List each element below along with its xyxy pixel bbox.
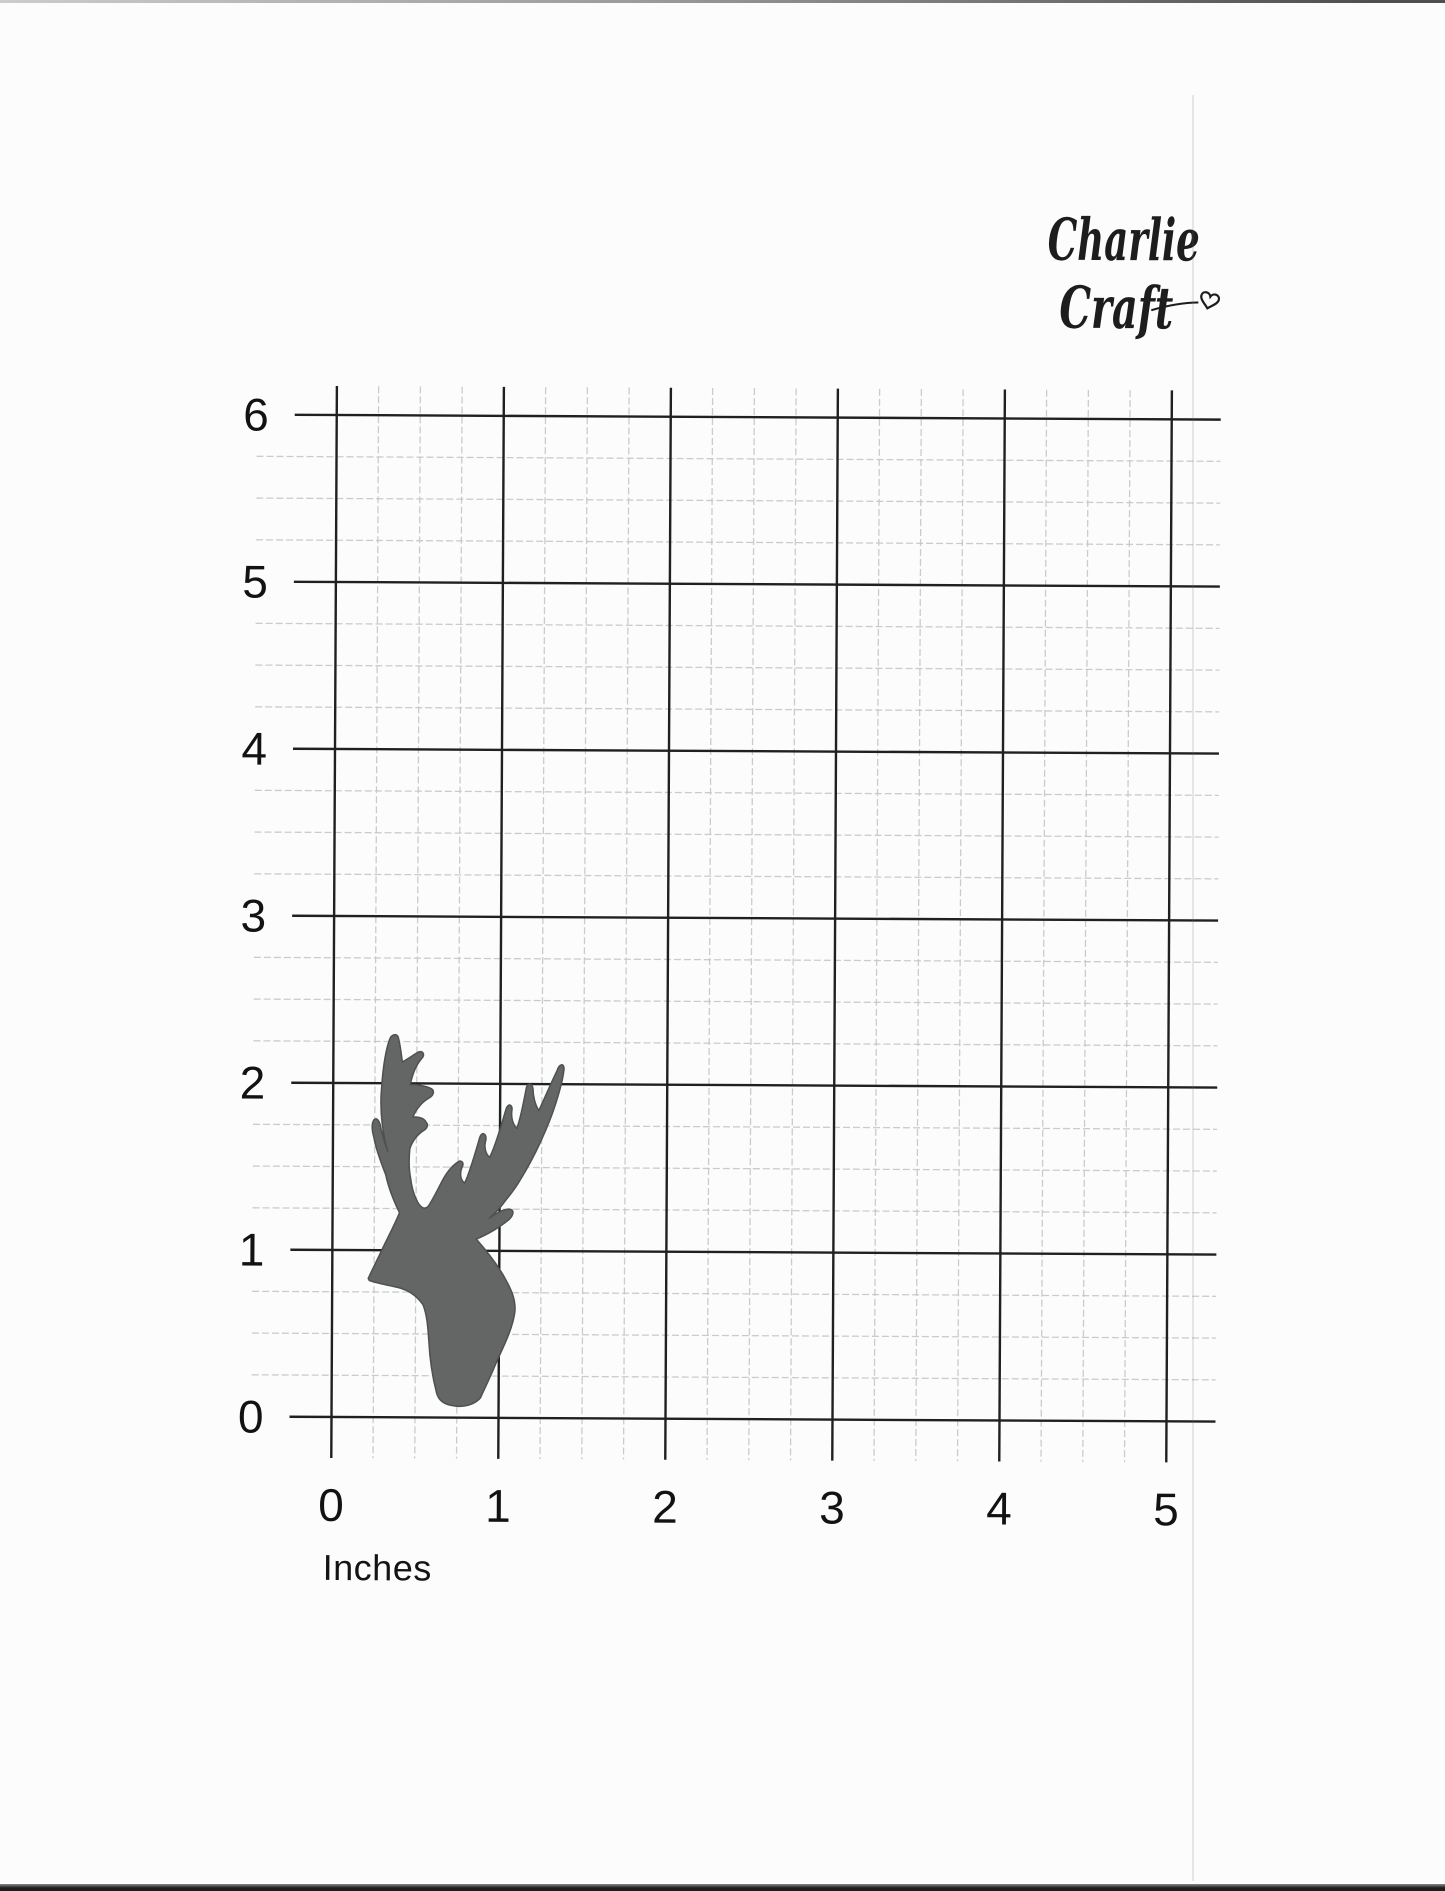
grid-major-line xyxy=(831,388,840,1461)
grid-major-line xyxy=(292,914,1219,922)
grid-major-line xyxy=(330,385,339,1458)
grid-major-line xyxy=(292,747,1219,755)
grid-major-line xyxy=(289,1415,1216,1423)
x-axis-tick-label: 2 xyxy=(652,1481,678,1533)
grid-minor-line xyxy=(251,1374,1216,1381)
logo-heart-icon xyxy=(1200,291,1221,310)
x-axis-tick-labels: 0 1 2 3 4 5 xyxy=(318,1479,1179,1536)
x-axis-tick-label: 1 xyxy=(485,1480,511,1532)
grid-minor-line xyxy=(748,388,756,1461)
logo-line2: Craft xyxy=(1059,274,1173,343)
y-axis-tick-label: 1 xyxy=(239,1223,265,1275)
grid-minor-line xyxy=(252,1165,1217,1172)
grid-major-line xyxy=(664,387,673,1460)
grid-minor-line xyxy=(539,387,547,1460)
grid-minor-line xyxy=(254,873,1219,880)
grid-minor-line xyxy=(1082,389,1090,1462)
x-axis-tick-label: 0 xyxy=(318,1479,344,1531)
y-axis-tick-label: 6 xyxy=(243,388,269,440)
y-axis-tick-label: 5 xyxy=(242,555,268,607)
scan-top-edge-line xyxy=(0,0,1445,3)
grid-minor-line xyxy=(251,1332,1216,1339)
logo-line1: Charlie xyxy=(1047,206,1199,275)
grid-minor-line xyxy=(915,389,923,1462)
x-axis-tick-label: 4 xyxy=(986,1482,1012,1534)
grid-minor-line xyxy=(622,387,630,1460)
grid-minor-line xyxy=(256,497,1221,504)
stag-head-die-cut xyxy=(367,1034,566,1408)
grid-minor-line xyxy=(255,664,1220,671)
stag-head-silhouette xyxy=(367,1034,566,1408)
grid-major-line xyxy=(293,580,1220,588)
grid-minor-line xyxy=(254,831,1219,838)
grid-minor-line xyxy=(873,388,881,1461)
y-axis-tick-label: 0 xyxy=(238,1390,264,1442)
grid-major-line xyxy=(998,389,1007,1462)
y-axis-tick-labels: 6 5 4 3 2 1 0 xyxy=(238,388,269,1442)
grid-minor-line xyxy=(253,1040,1218,1047)
axis-unit-label: Inches xyxy=(322,1546,432,1589)
grid-major-line xyxy=(1165,390,1174,1463)
grid-minor-line xyxy=(956,389,964,1462)
major-gridlines xyxy=(289,385,1221,1463)
grid-minor-line xyxy=(256,455,1221,463)
grid-minor-line xyxy=(255,622,1220,630)
brand-logo: Charlie Craft xyxy=(1047,206,1221,343)
grid-minor-line xyxy=(255,706,1220,713)
y-axis-tick-label: 2 xyxy=(240,1056,266,1108)
grid-minor-line xyxy=(1123,390,1131,1463)
logo-flourish xyxy=(1151,301,1199,312)
paper-crease-line xyxy=(1192,95,1194,1881)
grid-major-line xyxy=(291,1081,1218,1089)
grid-major-line xyxy=(294,413,1221,421)
x-axis-tick-label: 3 xyxy=(819,1482,845,1534)
grid-minor-line xyxy=(1040,389,1048,1462)
grid-minor-line xyxy=(253,956,1218,964)
x-axis-tick-label: 5 xyxy=(1153,1483,1179,1535)
grid-minor-line xyxy=(789,388,797,1461)
grid-minor-line xyxy=(706,387,714,1460)
grid-minor-line xyxy=(581,387,589,1460)
scan-bottom-edge-line xyxy=(0,1884,1445,1891)
y-axis-tick-label: 4 xyxy=(241,722,267,774)
y-axis-tick-label: 3 xyxy=(240,889,266,941)
grid-minor-line xyxy=(253,998,1218,1005)
grid-minor-line xyxy=(254,789,1219,797)
grid-minor-line xyxy=(256,539,1221,546)
